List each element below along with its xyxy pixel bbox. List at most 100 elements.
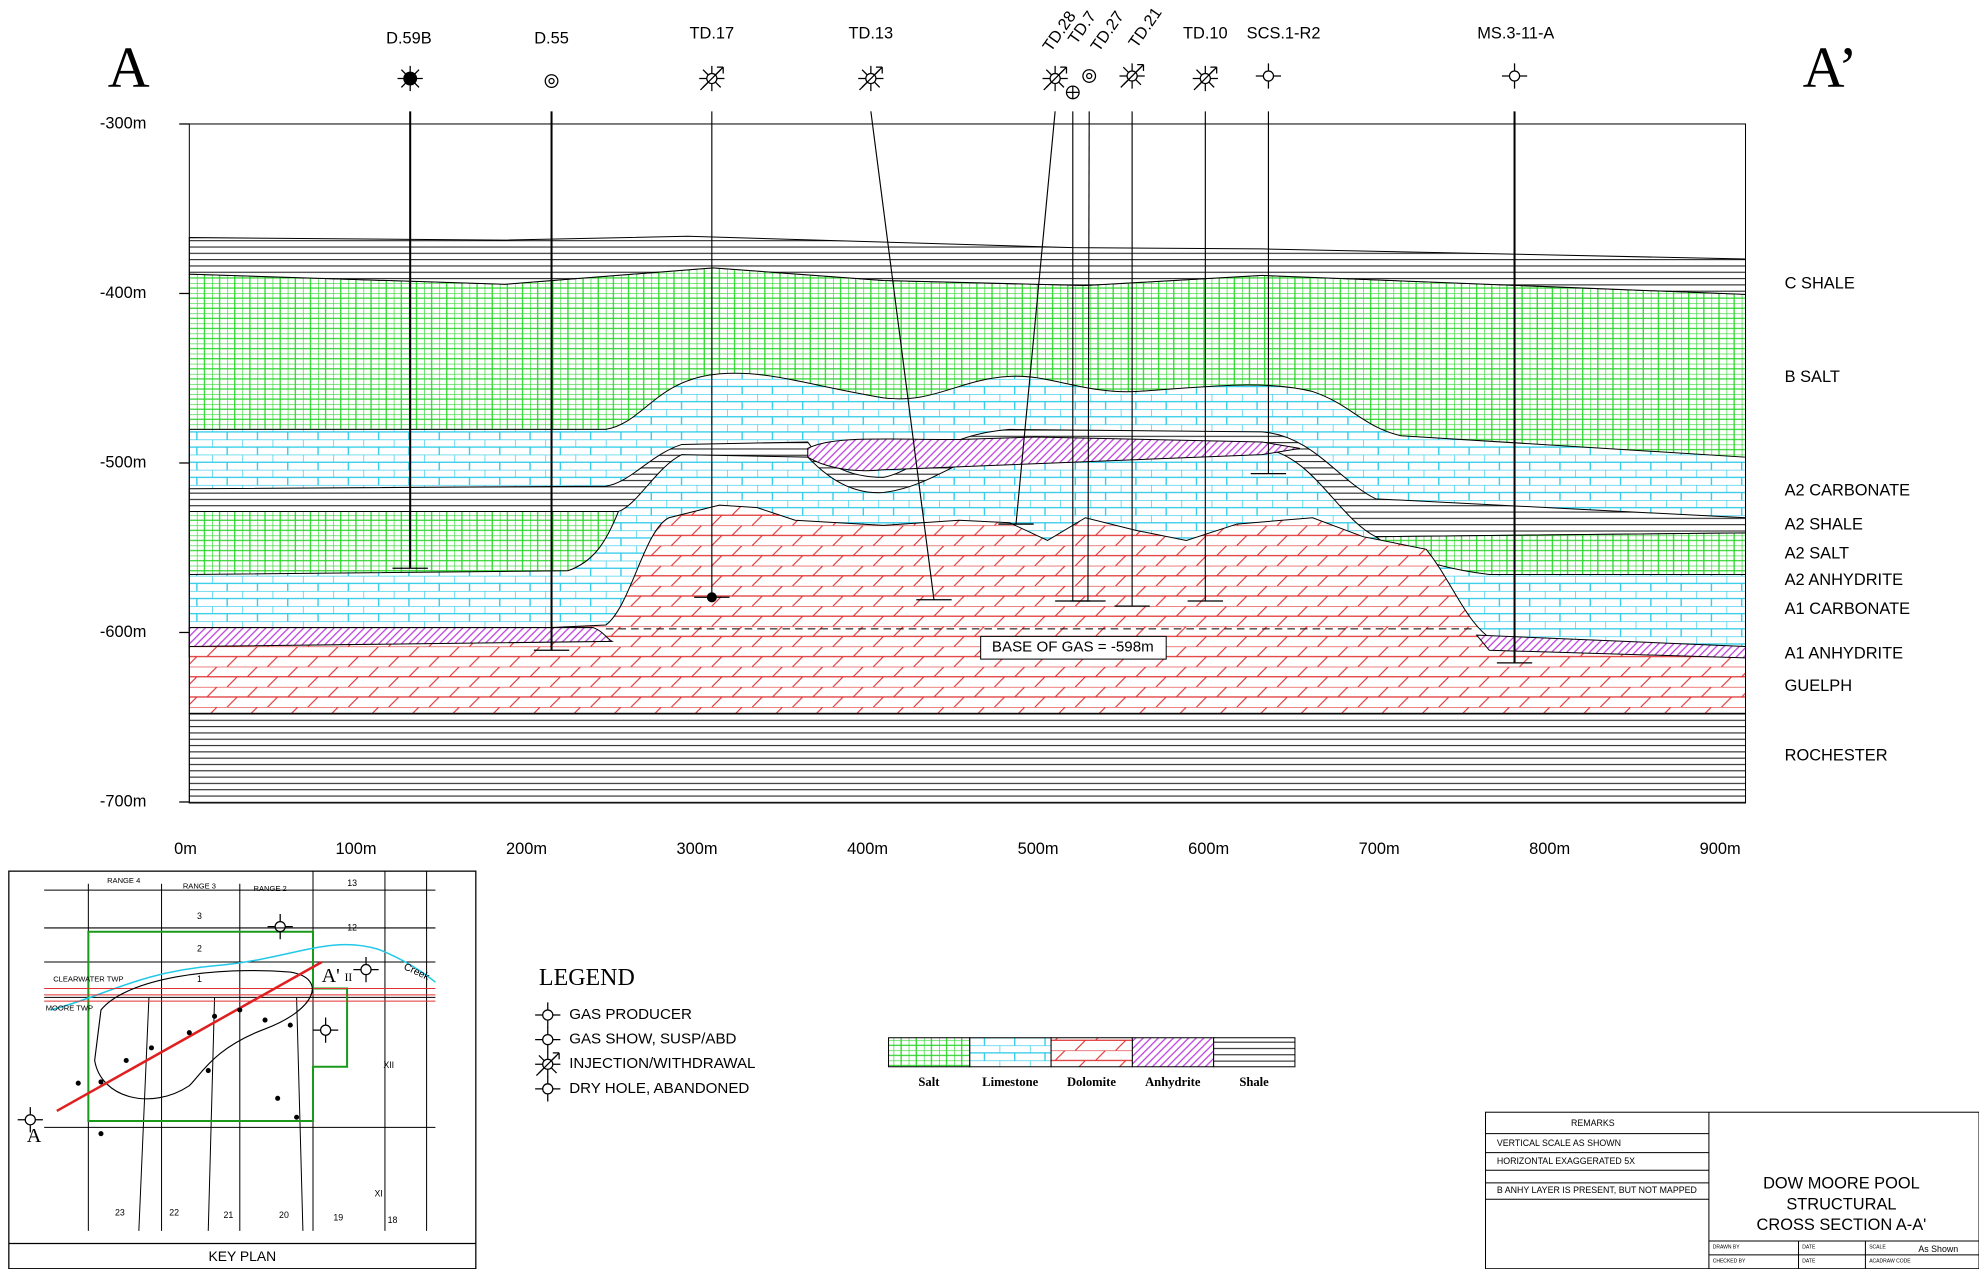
section-marker: A <box>108 35 150 100</box>
key-plan-label: RANGE 4 <box>107 876 140 885</box>
well-label: D.59B <box>386 30 432 48</box>
formation-label: A2 CARBONATE <box>1785 482 1910 500</box>
distance-label: 700m <box>1359 840 1400 858</box>
lithology-label: Dolomite <box>1067 1075 1116 1089</box>
well-symbol <box>535 1076 560 1101</box>
key-plan-well <box>76 1081 81 1086</box>
well-symbol <box>1509 71 1519 81</box>
key-plan-label: CLEARWATER TWP <box>53 975 123 984</box>
section-marker: A’ <box>1803 35 1858 100</box>
distance-label: 800m <box>1529 840 1570 858</box>
key-plan-well <box>187 1030 192 1035</box>
geology <box>189 124 1745 803</box>
depth-label: -300m <box>100 114 146 132</box>
title-field: As Shown <box>1918 1244 1958 1254</box>
distance-label: 600m <box>1188 840 1229 858</box>
depth-label: -600m <box>100 623 146 641</box>
formation-label: B SALT <box>1785 368 1840 386</box>
well-label: SCS.1-R2 <box>1247 25 1321 43</box>
annotation: BASE OF GAS = -598m <box>992 639 1154 656</box>
formation-label: A2 SHALE <box>1785 516 1863 534</box>
cross-section-sheet: BASE OF GAS = -598m A A’ LEGEND REMARKS … <box>0 0 1979 1269</box>
key-plan-well <box>263 1018 268 1023</box>
key-plan-label: 18 <box>388 1215 398 1225</box>
key-plan-label: XI <box>374 1189 382 1199</box>
well-label: TD.10 <box>1183 25 1228 43</box>
lithology-swatch <box>1051 1038 1132 1067</box>
title-field: ACADRAW CODE <box>1869 1258 1911 1264</box>
key-plan-well <box>124 1058 129 1063</box>
sheet-title: DOW MOORE POOL <box>1763 1174 1920 1192</box>
key-plan-well <box>294 1115 299 1120</box>
distance-label: 300m <box>677 840 718 858</box>
sheet-title: STRUCTURAL <box>1786 1195 1896 1213</box>
distance-label: 100m <box>336 840 377 858</box>
formation-label: GUELPH <box>1785 677 1852 695</box>
lithology-label: Anhydrite <box>1145 1075 1201 1089</box>
well-symbol <box>543 1010 553 1020</box>
key-plan-label: XII <box>383 1060 394 1070</box>
key-plan-well <box>275 1096 280 1101</box>
well-symbol <box>1256 63 1281 88</box>
page: BASE OF GAS = -598m A A’ LEGEND REMARKS … <box>0 0 1979 1269</box>
depth-label: -700m <box>100 792 146 810</box>
well-symbol <box>707 592 717 602</box>
well-symbol <box>1502 63 1527 88</box>
key-plan-label: 3 <box>197 911 202 921</box>
key-plan-label: 22 <box>169 1208 179 1218</box>
key-plan-well <box>98 1131 103 1136</box>
formation-label: A1 CARBONATE <box>1785 600 1910 618</box>
key-plan-title: KEY PLAN <box>209 1248 277 1264</box>
lithology-label: Salt <box>918 1075 940 1089</box>
well-symbol <box>535 1002 560 1027</box>
remarks-heading: REMARKS <box>1571 1118 1615 1128</box>
formation-label: ROCHESTER <box>1785 747 1888 765</box>
legend-title: LEGEND <box>539 965 635 991</box>
formation-label: C SHALE <box>1785 275 1855 293</box>
well-label: MS.3-11-A <box>1477 25 1554 43</box>
well-label: TD.17 <box>690 25 735 43</box>
remark: VERTICAL SCALE AS SHOWN <box>1497 1138 1621 1148</box>
well-label: TD.13 <box>849 25 894 43</box>
key-plan-label: RANGE 3 <box>183 881 216 890</box>
well-symbol <box>543 1035 553 1045</box>
well-symbol <box>545 75 558 88</box>
legend-symbol-label: GAS SHOW, SUSP/ABD <box>569 1031 736 1048</box>
remark: HORIZONTAL EXAGGERATED 5X <box>1497 1156 1635 1166</box>
key-plan-label: A <box>27 1125 42 1147</box>
well-symbol <box>543 1084 553 1094</box>
shale-layer <box>189 713 1745 803</box>
formation-label: A2 SALT <box>1785 545 1849 563</box>
distance-label: 500m <box>1018 840 1059 858</box>
distance-label: 400m <box>847 840 888 858</box>
key-plan-label: 2 <box>197 944 202 954</box>
legend-symbol-label: INJECTION/WITHDRAWAL <box>569 1055 755 1072</box>
key-plan-label: 13 <box>347 878 357 888</box>
well-symbol <box>535 1027 560 1052</box>
legend-symbol-label: GAS PRODUCER <box>569 1006 692 1023</box>
well-symbol <box>1087 73 1092 78</box>
salt-layer <box>189 511 618 574</box>
key-plan-label: RANGE 2 <box>253 884 286 893</box>
formation-label: A1 ANHYDRITE <box>1785 644 1903 662</box>
lithology-swatch <box>970 1038 1051 1067</box>
distance-label: 900m <box>1700 840 1741 858</box>
legend-symbol-label: DRY HOLE, ABANDONED <box>569 1080 749 1097</box>
key-plan-label: 23 <box>115 1208 125 1218</box>
title-field: DRAWN BY <box>1713 1245 1741 1251</box>
lithology-label: Shale <box>1239 1075 1269 1089</box>
key-plan-well <box>288 1023 293 1028</box>
key-plan <box>9 871 476 1269</box>
distance-label: 200m <box>506 840 547 858</box>
key-plan-label: A' <box>322 965 340 987</box>
well-symbol <box>549 79 554 84</box>
key-plan-label: MOORE TWP <box>46 1004 93 1013</box>
lithology-swatch <box>1214 1038 1295 1067</box>
key-plan-well <box>212 1014 217 1019</box>
remark: B ANHY LAYER IS PRESENT, BUT NOT MAPPED <box>1497 1185 1697 1195</box>
key-plan-well <box>237 1007 242 1012</box>
title-field: SCALE <box>1869 1245 1886 1251</box>
well-symbol <box>1263 71 1273 81</box>
depth-label: -500m <box>100 453 146 471</box>
well-label: D.55 <box>534 30 569 48</box>
